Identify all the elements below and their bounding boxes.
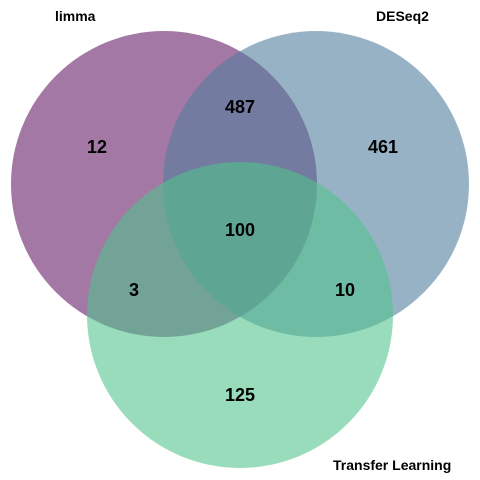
deseq2-transfer-count: 10	[335, 280, 355, 300]
deseq2-label: DESeq2	[376, 8, 429, 24]
transfer-only-count: 125	[225, 385, 255, 405]
transfer-learning-circle	[87, 162, 393, 468]
transfer-learning-label: Transfer Learning	[333, 457, 451, 473]
all-three-count: 100	[225, 220, 255, 240]
limma-deseq2-count: 487	[225, 97, 255, 117]
deseq2-only-count: 461	[368, 137, 398, 157]
limma-label: limma	[55, 8, 96, 24]
limma-only-count: 12	[87, 137, 107, 157]
limma-transfer-count: 3	[129, 280, 139, 300]
